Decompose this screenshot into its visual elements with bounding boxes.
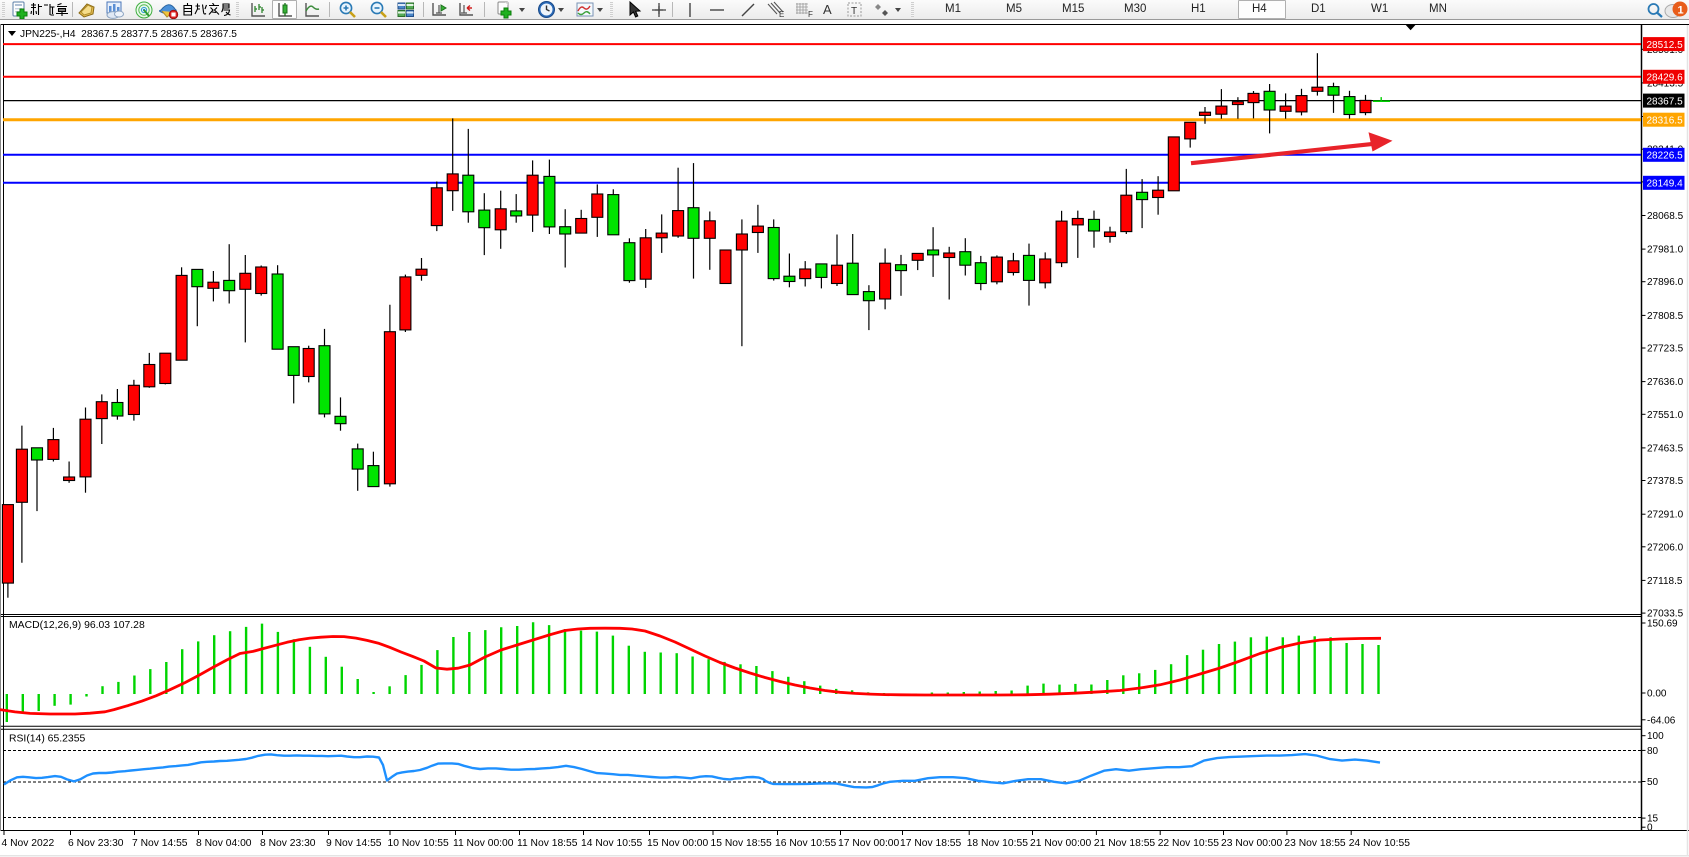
svg-text:22 Nov 10:55: 22 Nov 10:55 bbox=[1158, 838, 1220, 849]
svg-text:27033.5: 27033.5 bbox=[1647, 609, 1684, 620]
svg-text:27378.5: 27378.5 bbox=[1647, 476, 1684, 487]
svg-text:27551.0: 27551.0 bbox=[1647, 410, 1684, 421]
svg-text:8 Nov 04:00: 8 Nov 04:00 bbox=[196, 838, 252, 849]
svg-text:11 Nov 18:55: 11 Nov 18:55 bbox=[517, 838, 578, 849]
svg-text:16 Nov 10:55: 16 Nov 10:55 bbox=[775, 838, 837, 849]
svg-text:27723.5: 27723.5 bbox=[1647, 344, 1684, 355]
svg-text:28367.5: 28367.5 bbox=[1647, 96, 1684, 107]
svg-text:15 Nov 18:55: 15 Nov 18:55 bbox=[711, 838, 773, 849]
svg-text:50: 50 bbox=[1647, 777, 1659, 788]
svg-text:15 Nov 00:00: 15 Nov 00:00 bbox=[647, 838, 709, 849]
svg-text:80: 80 bbox=[1647, 746, 1659, 757]
svg-text:JPN225-,H4 28367.5 28377.5 28: JPN225-,H4 28367.5 28377.5 28367.5 28367… bbox=[20, 29, 237, 40]
svg-text:14 Nov 10:55: 14 Nov 10:55 bbox=[581, 838, 643, 849]
svg-text:-64.06: -64.06 bbox=[1647, 715, 1676, 726]
svg-text:MACD(12,26,9) 96.03 107.28: MACD(12,26,9) 96.03 107.28 bbox=[9, 620, 145, 631]
svg-text:9 Nov 14:55: 9 Nov 14:55 bbox=[326, 838, 382, 849]
svg-text:18 Nov 10:55: 18 Nov 10:55 bbox=[967, 838, 1029, 849]
svg-text:28512.5: 28512.5 bbox=[1647, 40, 1684, 51]
svg-text:28226.5: 28226.5 bbox=[1647, 151, 1684, 162]
svg-text:100: 100 bbox=[1647, 731, 1664, 742]
svg-text:27291.0: 27291.0 bbox=[1647, 510, 1684, 521]
svg-text:27636.0: 27636.0 bbox=[1647, 377, 1684, 388]
svg-text:21 Nov 00:00: 21 Nov 00:00 bbox=[1030, 838, 1092, 849]
svg-text:E: E bbox=[779, 10, 784, 19]
svg-text:28149.4: 28149.4 bbox=[1647, 179, 1684, 190]
svg-text:27896.0: 27896.0 bbox=[1647, 277, 1684, 288]
svg-text:0.00: 0.00 bbox=[1647, 689, 1667, 700]
svg-text:150.69: 150.69 bbox=[1647, 619, 1678, 630]
svg-text:11 Nov 00:00: 11 Nov 00:00 bbox=[453, 838, 514, 849]
svg-text:28429.6: 28429.6 bbox=[1647, 73, 1684, 84]
svg-text:23 Nov 00:00: 23 Nov 00:00 bbox=[1221, 838, 1283, 849]
svg-text:4 Nov 2022: 4 Nov 2022 bbox=[2, 838, 55, 849]
svg-text:28413.5: 28413.5 bbox=[1647, 78, 1684, 89]
svg-text:8 Nov 23:30: 8 Nov 23:30 bbox=[260, 838, 316, 849]
svg-text:27808.5: 27808.5 bbox=[1647, 311, 1684, 322]
svg-text:F: F bbox=[808, 10, 813, 19]
svg-text:10 Nov 10:55: 10 Nov 10:55 bbox=[388, 838, 450, 849]
svg-text:17 Nov 18:55: 17 Nov 18:55 bbox=[900, 838, 962, 849]
svg-text:27118.5: 27118.5 bbox=[1647, 576, 1683, 587]
svg-text:RSI(14) 65.2355: RSI(14) 65.2355 bbox=[9, 734, 85, 745]
svg-text:27981.0: 27981.0 bbox=[1647, 245, 1684, 256]
svg-text:21 Nov 18:55: 21 Nov 18:55 bbox=[1094, 838, 1156, 849]
svg-text:24 Nov 10:55: 24 Nov 10:55 bbox=[1349, 838, 1411, 849]
svg-text:15: 15 bbox=[1647, 814, 1659, 825]
svg-text:17 Nov 00:00: 17 Nov 00:00 bbox=[838, 838, 900, 849]
svg-text:6 Nov 23:30: 6 Nov 23:30 bbox=[68, 838, 124, 849]
svg-text:23 Nov 18:55: 23 Nov 18:55 bbox=[1284, 838, 1346, 849]
svg-text:0: 0 bbox=[1647, 823, 1653, 834]
svg-text:1: 1 bbox=[1678, 5, 1684, 17]
svg-text:27206.0: 27206.0 bbox=[1647, 542, 1684, 553]
svg-text:27463.5: 27463.5 bbox=[1647, 443, 1684, 454]
svg-text:28316.5: 28316.5 bbox=[1647, 116, 1684, 127]
svg-text:7 Nov 14:55: 7 Nov 14:55 bbox=[132, 838, 188, 849]
svg-text:28068.5: 28068.5 bbox=[1647, 211, 1684, 222]
svg-text:T: T bbox=[851, 6, 857, 17]
